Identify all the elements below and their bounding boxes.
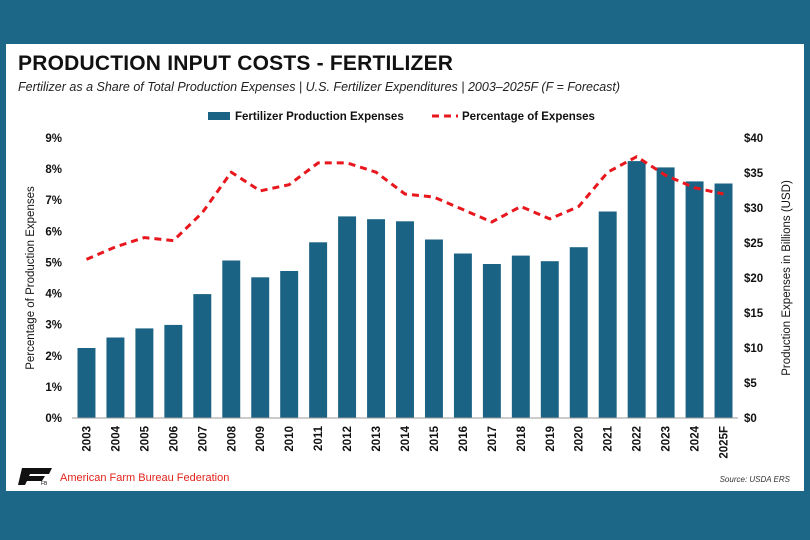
- bar: [569, 247, 588, 418]
- y-tick-left: 1%: [45, 382, 62, 394]
- x-tick-label: 2008: [226, 425, 238, 451]
- x-tick-label: 2007: [197, 426, 209, 452]
- x-tick-label: 2015: [429, 425, 441, 451]
- bar: [309, 242, 328, 418]
- bar: [511, 255, 530, 418]
- legend-label-bar: Fertilizer Production Expenses: [235, 111, 404, 123]
- x-tick-label: 2004: [110, 425, 122, 451]
- y-axis-label-right: Production Expenses in Billions (USD): [781, 180, 793, 376]
- bar: [251, 277, 270, 418]
- bar: [222, 260, 241, 418]
- x-tick-label: 2018: [516, 425, 528, 451]
- y-tick-left: 2%: [45, 351, 62, 363]
- y-tick-right: $15: [744, 308, 764, 320]
- page-subtitle: Fertilizer as a Share of Total Productio…: [18, 80, 621, 94]
- x-tick-label: 2010: [284, 426, 296, 452]
- x-tick-label: 2013: [371, 426, 383, 452]
- y-tick-left: 5%: [45, 257, 62, 269]
- logo-text: FB: [41, 481, 48, 486]
- y-tick-right: $20: [744, 273, 763, 285]
- x-tick-label: 2009: [255, 426, 267, 452]
- series-line-percentage: [85, 155, 724, 261]
- bar: [453, 253, 472, 418]
- x-tick-label: 2005: [139, 425, 151, 451]
- y-tick-right: $30: [744, 203, 763, 215]
- bar: [482, 264, 501, 418]
- x-tick-label: 2017: [487, 426, 499, 452]
- x-tick-label: 2025F: [719, 426, 731, 459]
- y-tick-left: 4%: [45, 289, 62, 301]
- x-tick-label: 2019: [545, 426, 557, 452]
- legend-label-line: Percentage of Expenses: [462, 111, 595, 123]
- x-tick-label: 2003: [81, 426, 93, 452]
- x-tick-label: 2016: [458, 426, 470, 452]
- x-tick-label: 2020: [574, 426, 586, 452]
- bar: [627, 161, 646, 418]
- bar: [338, 216, 357, 418]
- afbf-logo-icon: FB: [18, 468, 52, 486]
- x-tick-label: 2022: [632, 426, 644, 452]
- bar: [367, 219, 386, 418]
- bar: [714, 183, 733, 418]
- legend-swatch-bar: [208, 112, 230, 120]
- y-tick-right: $40: [744, 133, 763, 145]
- x-tick-label: 2021: [603, 425, 615, 451]
- y-tick-left: 9%: [45, 133, 62, 145]
- bar: [280, 271, 299, 418]
- bar: [540, 261, 559, 418]
- y-tick-left: 6%: [45, 226, 62, 238]
- x-tick-label: 2012: [342, 426, 354, 452]
- bar: [685, 181, 704, 418]
- y-tick-left: 0%: [45, 413, 62, 425]
- y-tick-right: $0: [744, 413, 757, 425]
- y-tick-left: 7%: [45, 195, 62, 207]
- footer-source: Source: USDA ERS: [719, 475, 790, 484]
- bar: [106, 337, 125, 418]
- bar: [135, 328, 154, 418]
- y-tick-right: $25: [744, 238, 764, 250]
- y-tick-right: $35: [744, 168, 764, 180]
- y-tick-left: 8%: [45, 164, 62, 176]
- y-tick-right: $10: [744, 343, 763, 355]
- x-tick-label: 2024: [690, 425, 702, 451]
- bar: [396, 221, 414, 418]
- y-tick-left: 3%: [45, 320, 62, 332]
- bar: [164, 324, 183, 418]
- footer-org: American Farm Bureau Federation: [60, 472, 230, 484]
- bar: [656, 167, 675, 418]
- bar: [77, 348, 96, 418]
- page-title: PRODUCTION INPUT COSTS - FERTILIZER: [18, 52, 454, 75]
- bar: [598, 211, 617, 418]
- y-tick-right: $5: [744, 378, 757, 390]
- y-axis-label-left: Percentage of Production Expenses: [25, 186, 37, 370]
- bar: [193, 294, 212, 418]
- x-tick-label: 2011: [313, 425, 325, 451]
- x-tick-label: 2014: [400, 425, 412, 451]
- x-tick-label: 2006: [168, 426, 180, 452]
- x-tick-label: 2023: [661, 426, 673, 452]
- bar: [424, 239, 443, 418]
